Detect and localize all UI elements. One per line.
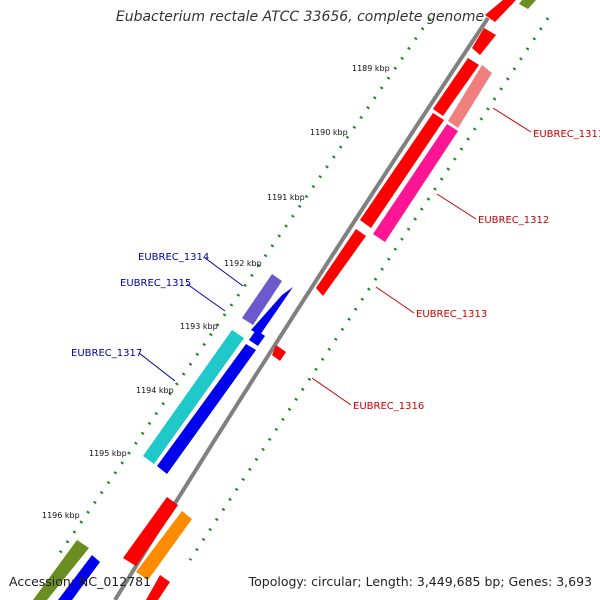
- gene-arrow-light-red: [448, 65, 492, 128]
- gene-label-eubrec-1314: EUBREC_1314: [138, 252, 209, 263]
- gene-label-eubrec-1313: EUBREC_1313: [416, 309, 487, 320]
- gene-arrow-blue-long: [157, 344, 256, 474]
- gene-arrow-blue-small: [249, 330, 265, 346]
- reverse-leaders: [138, 257, 244, 382]
- gene-arrow-red-small: [472, 28, 496, 55]
- gene-label-eubrec-1311: EUBREC_1311: [533, 129, 600, 140]
- gene-arrow-olive-top: [519, 0, 536, 9]
- tick-label-1189: 1189 kbp: [352, 64, 390, 73]
- gene-arrow-orange: [136, 511, 192, 580]
- gene-arrow-red-upper: [433, 58, 479, 116]
- gene-arrow-purple: [242, 274, 282, 325]
- tick-label-1194: 1194 kbp: [136, 386, 174, 395]
- gene-arrow-cyan: [143, 330, 244, 464]
- gene-label-eubrec-1315: EUBREC_1315: [120, 278, 191, 289]
- gene-arrow-blue-upper: [251, 287, 293, 335]
- gene-arrow-red-1313: [316, 229, 366, 296]
- gene-arrow-red-top: [485, 0, 516, 22]
- map-title: Eubacterium rectale ATCC 33656, complete…: [115, 9, 485, 25]
- gene-arrow-red-bottom: [146, 575, 170, 600]
- gene-label-eubrec-1312: EUBREC_1312: [478, 215, 549, 226]
- tick-label-1195: 1195 kbp: [89, 449, 127, 458]
- tick-track-inner: [53, 17, 432, 561]
- genome-summary: Topology: circular; Length: 3,449,685 bp…: [248, 574, 592, 589]
- tick-label-1190: 1190 kbp: [310, 128, 348, 137]
- tick-track-outer: [188, 17, 550, 561]
- tick-label-1193: 1193 kbp: [180, 322, 218, 331]
- tick-label-1196: 1196 kbp: [42, 511, 80, 520]
- gene-arrow-red-1316: [272, 345, 286, 361]
- gene-arrow-magenta: [373, 124, 458, 242]
- reverse-strand: [33, 274, 293, 600]
- accession-label: Accession: NC_012781: [9, 574, 152, 589]
- tick-label-1191: 1191 kbp: [267, 193, 305, 202]
- gene-arrow-red-mid: [360, 113, 444, 228]
- gene-label-eubrec-1316: EUBREC_1316: [353, 401, 424, 412]
- gene-arrow-blue-bottom: [58, 555, 100, 600]
- gene-arrow-olive: [33, 540, 89, 600]
- forward-leaders: [311, 107, 532, 406]
- gene-label-eubrec-1317: EUBREC_1317: [71, 348, 142, 359]
- gene-arrow-red-lower: [123, 497, 178, 566]
- tick-label-1192: 1192 kbp: [224, 259, 262, 268]
- forward-strand: [123, 0, 536, 600]
